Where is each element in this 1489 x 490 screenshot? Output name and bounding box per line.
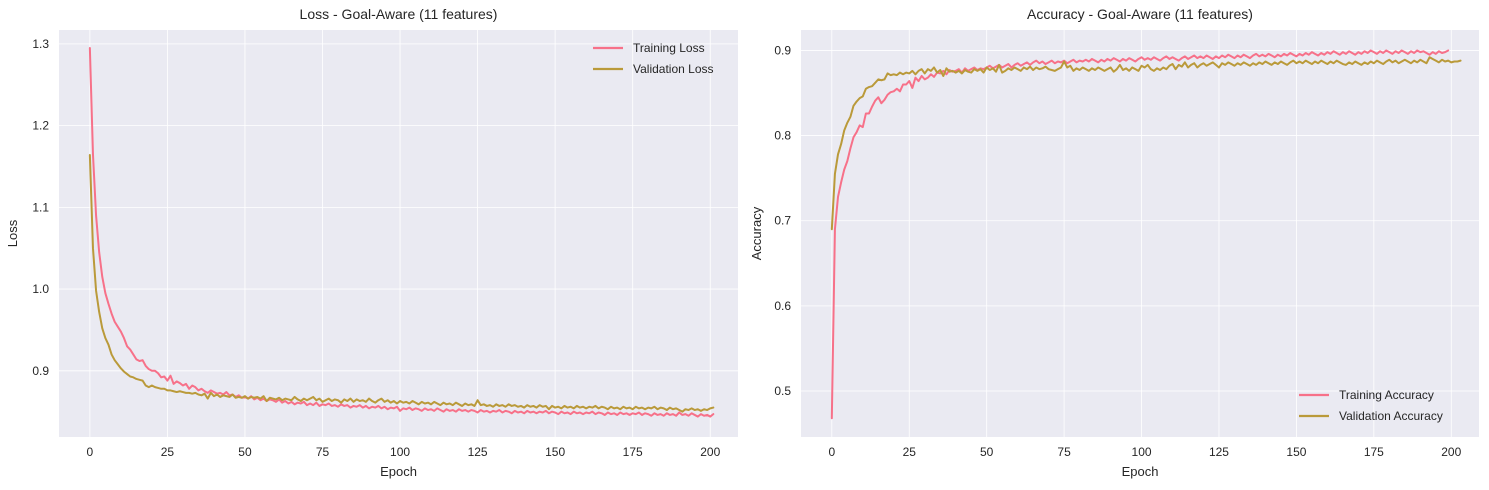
legend: Training Accuracy Validation Accuracy [1299,388,1443,423]
x-tick-label: 175 [1364,445,1384,459]
x-axis-label: Epoch [380,464,417,479]
x-tick-label: 50 [980,445,994,459]
x-tick-label: 150 [1286,445,1306,459]
x-tick-label: 0 [87,445,94,459]
x-tick-label: 25 [161,445,175,459]
x-tick-label: 200 [1441,445,1461,459]
y-tick-label: 0.8 [774,129,791,143]
series-line-training-loss [88,46,715,418]
x-tick-label: 100 [1132,445,1152,459]
plot-background [801,30,1479,437]
x-tick-label: 100 [390,445,410,459]
legend-label: Validation Accuracy [1339,409,1443,423]
x-tick-label: 175 [623,445,643,459]
y-tick-label: 0.5 [774,384,791,398]
legend-label: Training Loss [633,41,705,55]
y-tick-label: 1.3 [32,37,49,51]
x-tick-label: 75 [1057,445,1071,459]
x-tick-label: 25 [903,445,917,459]
x-tick-label: 75 [316,445,330,459]
y-tick-label: 0.9 [774,43,791,57]
y-tick-label: 1.1 [32,200,49,214]
chart-title: Accuracy - Goal-Aware (11 features) [1027,6,1253,22]
y-axis-label: Accuracy [749,206,764,260]
accuracy-chart: 0 25 50 75 100 125 150 175 200 0.5 0.6 0.7 0.8 0.9 Acc… [749,6,1479,479]
series-line-validation-loss [88,154,715,413]
legend-label: Validation Loss [633,62,714,76]
plot-background [59,30,738,437]
loss-chart: 0 25 50 75 100 125 150 175 200 0.9 1.0 1.1 1.2 1.3 Los… [5,6,738,479]
x-tick-label: 125 [1209,445,1229,459]
y-tick-label: 0.6 [774,299,791,313]
y-axis-label: Loss [5,219,20,247]
y-tick-label: 0.9 [32,364,49,378]
series-line-validation-accuracy [830,56,1462,231]
x-tick-label: 200 [700,445,720,459]
x-tick-label: 50 [238,445,252,459]
x-tick-label: 125 [468,445,488,459]
x-axis-label: Epoch [1122,464,1159,479]
series-line-training-accuracy [830,49,1450,420]
chart-title: Loss - Goal-Aware (11 features) [300,6,498,22]
y-tick-label: 1.2 [32,119,49,133]
legend-label: Training Accuracy [1339,388,1434,402]
y-tick-label: 0.7 [774,214,791,228]
x-tick-label: 0 [828,445,835,459]
y-tick-label: 1.0 [32,282,49,296]
x-tick-label: 150 [545,445,565,459]
legend: Training Loss Validation Loss [593,41,714,76]
